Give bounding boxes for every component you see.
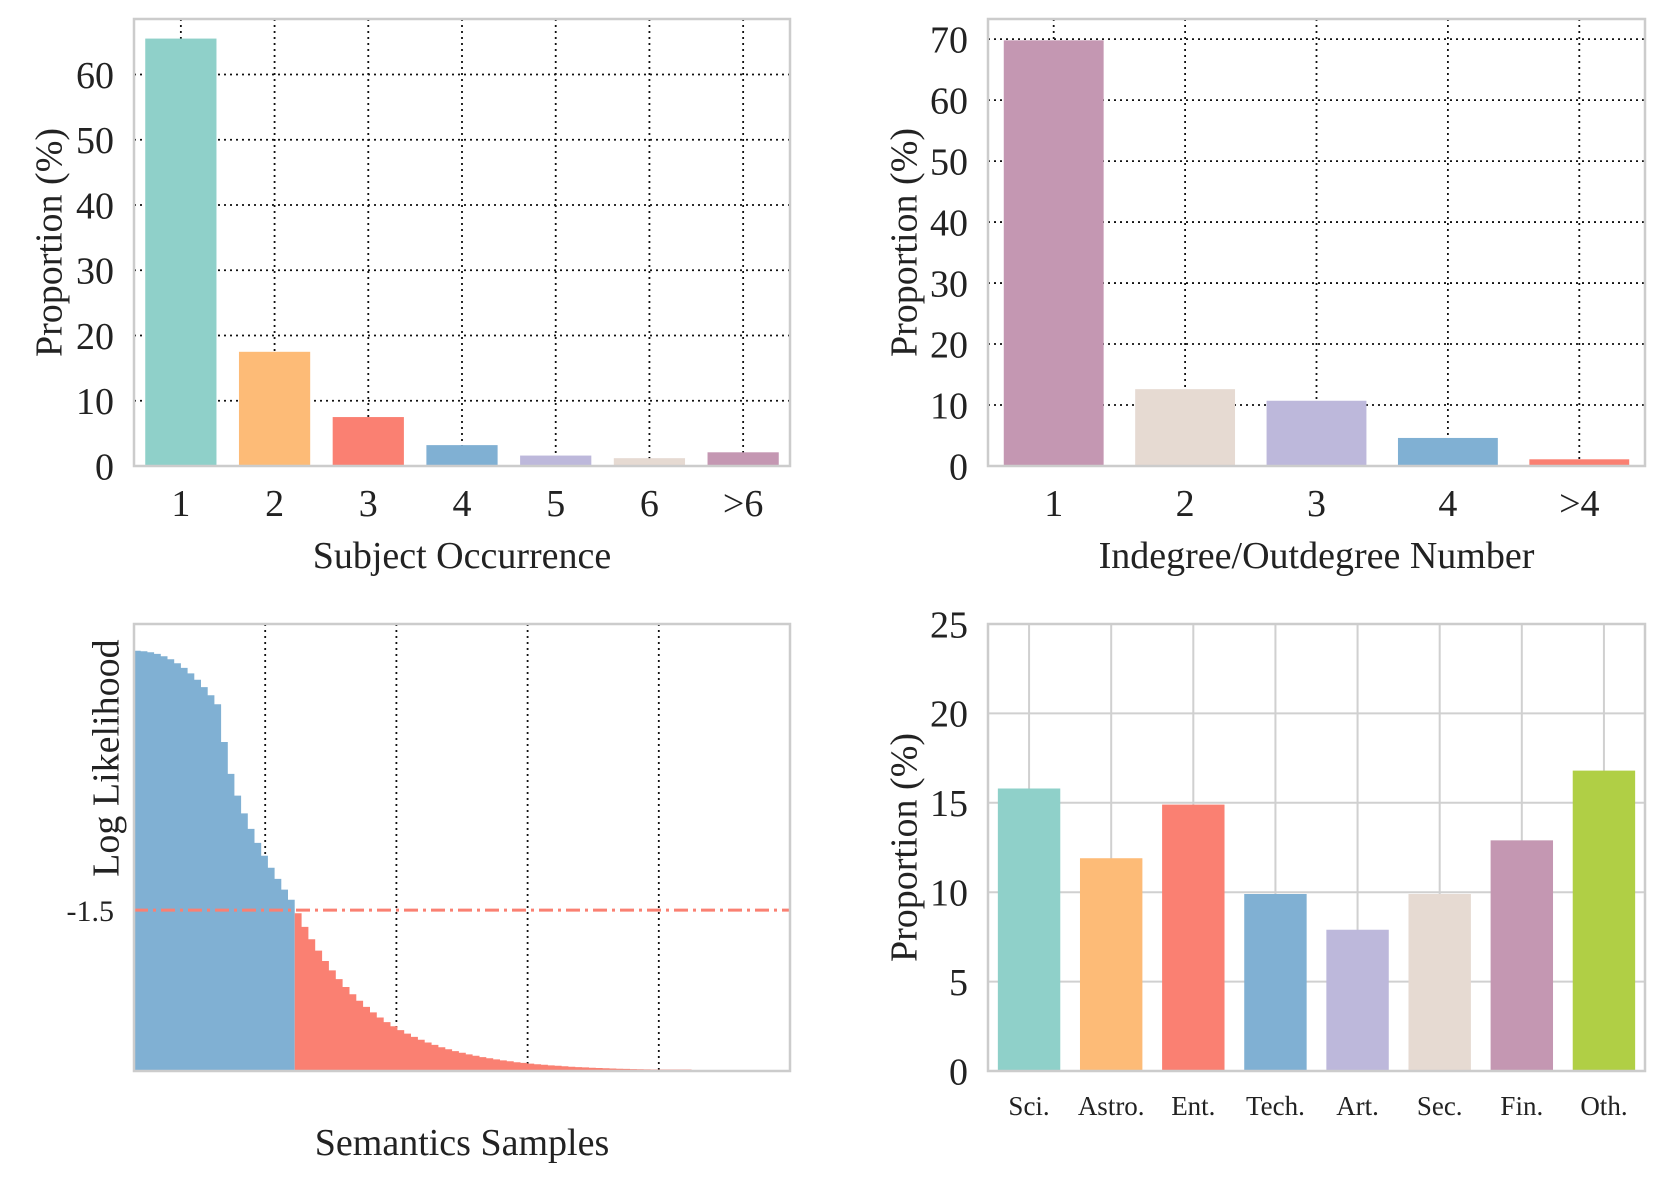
bar-4	[1397, 437, 1498, 466]
bar-3	[1266, 400, 1367, 466]
x-tick-label: Fin.	[1500, 1091, 1543, 1121]
x-tick-label: 2	[265, 483, 284, 525]
x-axis-label: Semantics Samples	[315, 1122, 609, 1164]
x-tick-label: 5	[546, 483, 565, 525]
y-tick-label: 50	[930, 141, 968, 183]
y-tick-label: 40	[76, 185, 114, 227]
y-axis-label: Proportion (%)	[883, 733, 925, 962]
plot-frame	[986, 622, 1647, 1073]
bar-Art.	[1326, 929, 1389, 1071]
bar-1	[1003, 40, 1104, 467]
x-tick-label: 4	[1438, 483, 1457, 525]
bar-Oth.	[1572, 770, 1636, 1071]
x-tick-label: Art.	[1336, 1091, 1379, 1121]
x-tick-label: Sec.	[1417, 1091, 1463, 1121]
bar-4	[426, 445, 498, 466]
area-above-threshold	[134, 650, 295, 1071]
plot-frame	[132, 622, 792, 1073]
area-below-threshold	[294, 910, 692, 1071]
y-tick-label: 60	[76, 55, 114, 97]
x-tick-label: Oth.	[1580, 1091, 1627, 1121]
y-tick-label: 10	[930, 873, 968, 915]
y-tick-label: 0	[949, 446, 968, 488]
x-tick-label: 2	[1176, 483, 1195, 525]
y-tick-label: 0	[949, 1051, 968, 1093]
plot-frame	[986, 17, 1647, 468]
y-tick-label: 25	[930, 604, 968, 646]
bar-Tech.	[1244, 893, 1307, 1071]
y-tick-label: 10	[930, 385, 968, 427]
y-tick-label: 0	[95, 446, 114, 488]
x-tick-label: Tech.	[1246, 1091, 1305, 1121]
bar-2	[238, 351, 311, 466]
bar-5	[520, 455, 592, 466]
y-tick-label: 70	[930, 19, 968, 61]
x-tick-label: Sci.	[1008, 1091, 1049, 1121]
bar-Sci.	[997, 788, 1061, 1071]
chart-2: 0 10 20 30 40 50 60 70 1 2 3 4 >4 Indegree/Outdegree …	[883, 17, 1647, 577]
y-tick-label: 50	[76, 120, 114, 162]
chart-3: -1.5 Semantics Samples Log Likelihood	[67, 622, 792, 1164]
x-tick-label: 3	[1307, 483, 1326, 525]
y-axis-label: Proportion (%)	[28, 128, 70, 357]
y-axis-label: Proportion (%)	[883, 128, 925, 357]
x-tick-label: Astro.	[1078, 1091, 1145, 1121]
bar->6	[707, 452, 779, 466]
x-tick-label: 1	[1044, 483, 1063, 525]
y-tick-label: 20	[76, 316, 114, 358]
y-tick-label: 40	[930, 202, 968, 244]
y-tick-label: 20	[930, 694, 968, 736]
y-tick-label: 10	[76, 381, 114, 423]
y-tick-label: -1.5	[67, 895, 115, 928]
bar-Astro.	[1079, 858, 1143, 1071]
bar-6	[613, 458, 686, 466]
y-tick-label: 20	[930, 324, 968, 366]
x-tick-label: 1	[171, 483, 190, 525]
bar-Ent.	[1162, 804, 1225, 1071]
bar-3	[332, 417, 404, 466]
y-tick-label: 60	[930, 80, 968, 122]
bar-2	[1135, 389, 1236, 466]
x-tick-label: 4	[453, 483, 472, 525]
x-tick-label: >6	[723, 483, 763, 525]
bar-Sec.	[1408, 893, 1471, 1071]
chart-1: 0 10 20 30 40 50 60 1 2 3 4 5 6 >6 Subject Occurrence P…	[28, 17, 792, 577]
chart-4: 0 5 10 15 20 25 Sci. Astro. Ent. Tech. Art. Sec. Fin…	[883, 604, 1647, 1121]
bar-1	[145, 38, 217, 467]
bar->4	[1529, 459, 1630, 466]
bar-Fin.	[1490, 840, 1554, 1071]
y-axis-label: Log Likelihood	[85, 639, 127, 876]
x-tick-label: >4	[1559, 483, 1599, 525]
y-tick-label: 15	[930, 783, 968, 825]
y-tick-label: 30	[930, 263, 968, 305]
y-tick-label: 5	[949, 962, 968, 1004]
plot-frame	[132, 17, 792, 468]
y-tick-label: 30	[76, 251, 114, 293]
x-tick-label: Ent.	[1171, 1091, 1215, 1121]
x-tick-label: 3	[359, 483, 378, 525]
x-tick-label: 6	[640, 483, 659, 525]
x-axis-label: Indegree/Outdegree Number	[1099, 535, 1535, 577]
x-axis-label: Subject Occurrence	[313, 535, 612, 577]
